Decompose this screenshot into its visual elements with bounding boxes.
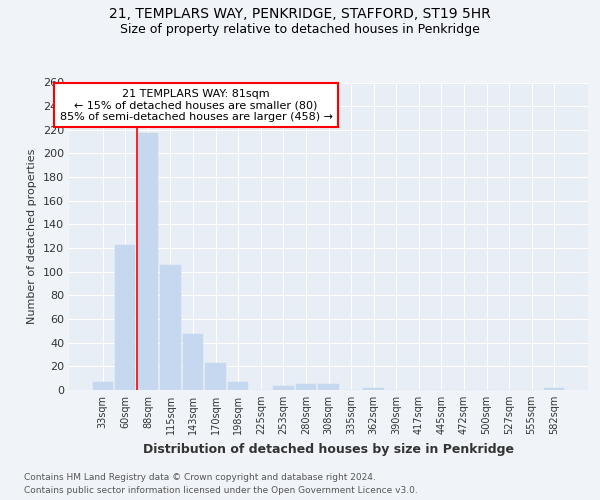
Bar	[138, 134, 158, 390]
Text: Size of property relative to detached houses in Penkridge: Size of property relative to detached ho…	[120, 22, 480, 36]
Bar	[160, 264, 181, 390]
Text: 21 TEMPLARS WAY: 81sqm
← 15% of detached houses are smaller (80)
85% of semi-det: 21 TEMPLARS WAY: 81sqm ← 15% of detached…	[59, 88, 332, 122]
Bar	[183, 334, 203, 390]
X-axis label: Distribution of detached houses by size in Penkridge: Distribution of detached houses by size …	[143, 442, 514, 456]
Bar	[296, 384, 316, 390]
Text: 21, TEMPLARS WAY, PENKRIDGE, STAFFORD, ST19 5HR: 21, TEMPLARS WAY, PENKRIDGE, STAFFORD, S…	[109, 8, 491, 22]
Bar	[544, 388, 565, 390]
Bar	[273, 386, 293, 390]
Text: Contains public sector information licensed under the Open Government Licence v3: Contains public sector information licen…	[24, 486, 418, 495]
Bar	[364, 388, 384, 390]
Bar	[115, 244, 136, 390]
Bar	[319, 384, 338, 390]
Y-axis label: Number of detached properties: Number of detached properties	[28, 148, 37, 324]
Bar	[228, 382, 248, 390]
Text: Contains HM Land Registry data © Crown copyright and database right 2024.: Contains HM Land Registry data © Crown c…	[24, 472, 376, 482]
Bar	[92, 382, 113, 390]
Bar	[205, 363, 226, 390]
